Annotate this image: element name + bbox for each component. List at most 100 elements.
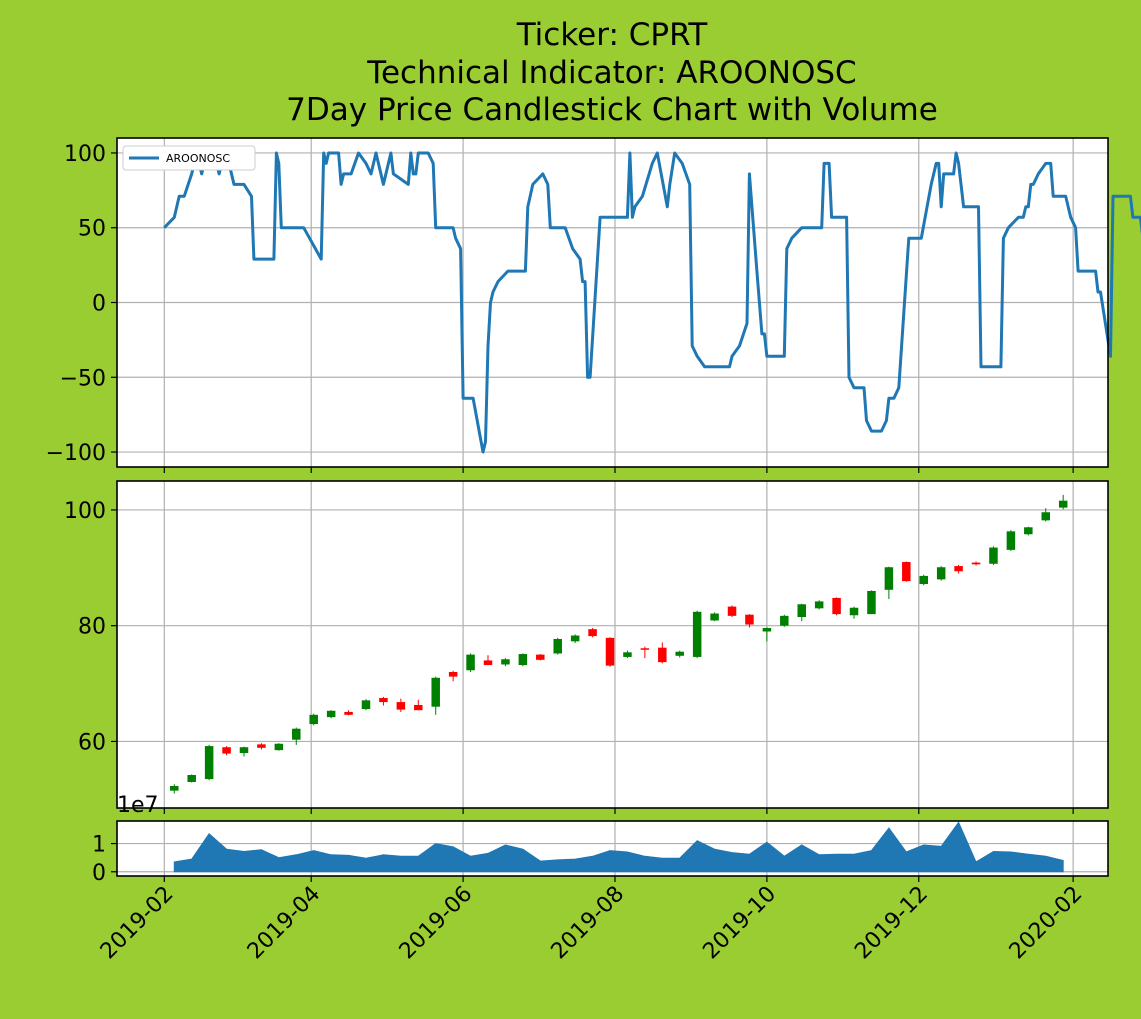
candle-2019-06-18 (501, 658, 510, 667)
candle-2019-11-26 (902, 561, 911, 582)
volume-ytick-label: 1 (92, 833, 106, 858)
candle-2019-12-31 (989, 546, 998, 565)
candle-2019-12-03 (919, 574, 928, 586)
candle-2019-12-17 (954, 564, 963, 574)
candle-2020-01-21 (1041, 508, 1051, 522)
candle-body (292, 728, 301, 740)
candle-body (1024, 527, 1033, 535)
candle-2019-06-25 (518, 653, 528, 667)
candle-2019-02-19 (204, 744, 214, 781)
candle-2019-03-26 (292, 727, 301, 745)
candle-body (379, 698, 388, 703)
candle-2019-09-17 (727, 605, 737, 618)
candle-body (884, 567, 894, 590)
candle-body (1058, 500, 1068, 508)
candle-2019-08-27 (675, 650, 684, 658)
candle-body (466, 654, 475, 671)
candle-body (727, 606, 737, 616)
candle-2019-09-03 (692, 610, 702, 659)
aroonosc-line (163, 151, 1141, 454)
candle-2019-12-10 (936, 566, 946, 581)
candle-body (344, 711, 353, 715)
candle-body (640, 648, 650, 650)
candle-body (570, 635, 580, 642)
candle-2019-02-12 (187, 774, 196, 783)
candle-2019-11-05 (849, 606, 859, 619)
candle-2019-10-29 (832, 597, 841, 616)
candle-2019-10-22 (814, 600, 824, 610)
candle-body (1006, 531, 1016, 550)
title-line-3: 7Day Price Candlestick Chart with Volume (286, 92, 938, 128)
candle-body (222, 747, 231, 754)
candle-body (414, 704, 423, 711)
volume-frame (116, 820, 1109, 877)
candle-body (623, 652, 632, 657)
candle-body (832, 597, 841, 615)
indicator-ytick-label: −50 (60, 366, 106, 391)
candle-body (553, 639, 562, 654)
candle-body (274, 743, 284, 751)
legend: AROONOSC (122, 145, 256, 171)
indicator-ytick-label: −100 (46, 441, 106, 466)
candle-2019-03-05 (239, 746, 249, 757)
candle-body (658, 647, 667, 663)
candle-body (396, 702, 406, 710)
candle-body (867, 590, 876, 615)
candle-2019-05-21 (431, 676, 440, 715)
candle-2020-01-28 (1058, 494, 1068, 510)
price-panel: 60 80 100 (64, 480, 1109, 814)
candle-body (518, 654, 528, 666)
candle-2019-06-11 (483, 655, 493, 666)
candle-body (692, 611, 702, 657)
candle-body (849, 607, 859, 616)
volume-panel: 0 1 1e7 (92, 793, 1109, 886)
candle-body (361, 700, 371, 710)
indicator-ytick-label: 100 (64, 142, 106, 167)
candle-2019-08-06 (623, 650, 632, 659)
candle-2019-03-12 (257, 743, 266, 750)
candle-2020-01-07 (1006, 530, 1016, 552)
candle-2019-05-14 (414, 699, 423, 711)
candle-2019-07-09 (553, 637, 562, 655)
candle-2019-06-04 (466, 653, 475, 672)
candle-body (204, 746, 214, 780)
indicator-ytick-label: 0 (92, 292, 106, 317)
candle-2019-10-08 (780, 614, 789, 627)
candle-2019-08-13 (640, 646, 650, 659)
candle-2019-02-26 (222, 746, 231, 756)
candle-2019-04-30 (379, 696, 388, 706)
price-ytick-label: 100 (64, 499, 106, 524)
candle-body (762, 628, 772, 632)
candle-body (1041, 512, 1051, 521)
candle-body (187, 775, 196, 782)
candle-body (448, 671, 458, 677)
candle-body (710, 613, 719, 621)
candle-body (309, 714, 318, 725)
candle-2019-10-01 (762, 627, 772, 642)
candle-2019-10-15 (797, 603, 806, 622)
candle-body (745, 614, 754, 625)
volume-ytick-label: 0 (92, 861, 106, 886)
candle-body (797, 604, 806, 618)
candle-body (431, 677, 440, 707)
candle-2019-04-16 (344, 710, 353, 716)
indicator-panel: −100 −50 0 50 100 AROONOSC (46, 137, 1141, 473)
candle-2019-04-02 (309, 713, 318, 726)
candle-2019-12-24 (971, 561, 981, 566)
candle-2019-04-23 (361, 699, 371, 711)
price-frame (116, 480, 1109, 809)
candle-body (902, 562, 911, 582)
candle-body (971, 562, 981, 565)
candle-body (239, 747, 249, 754)
candle-2019-08-20 (658, 642, 667, 664)
candle-body (588, 629, 597, 637)
candle-2019-07-23 (588, 628, 597, 638)
candle-2019-07-02 (536, 654, 545, 661)
candle-body (936, 567, 946, 580)
candle-body (326, 710, 336, 718)
candle-body (170, 786, 179, 791)
indicator-ytick-label: 50 (78, 217, 106, 242)
candle-body (483, 660, 493, 666)
candle-body (257, 744, 266, 748)
